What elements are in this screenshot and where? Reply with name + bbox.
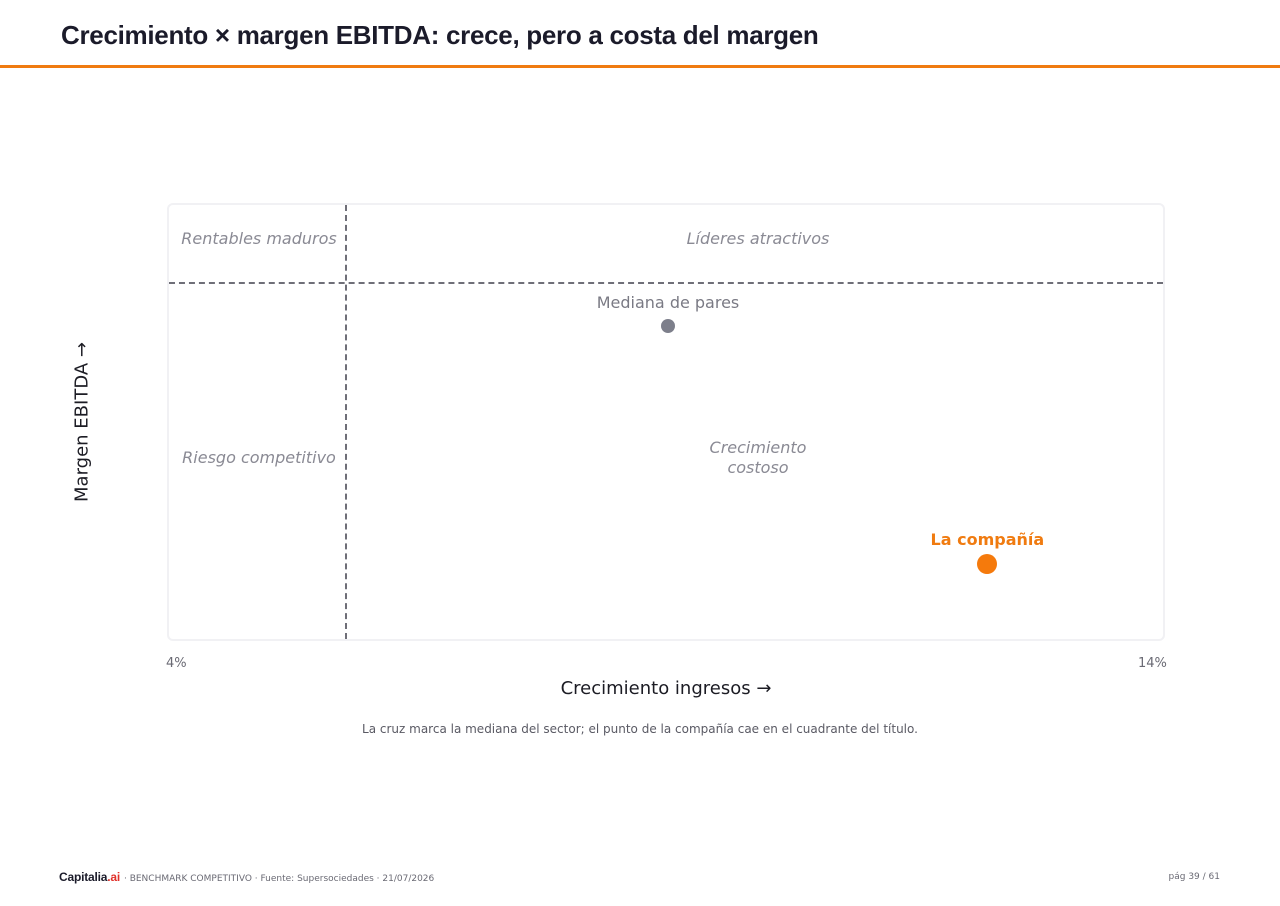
quadrant-label-bottom-left: Riesgo competitivo xyxy=(182,448,336,467)
y-axis-label: Margen EBITDA → xyxy=(71,342,93,502)
footer-meta: · BENCHMARK COMPETITIVO · Fuente: Supers… xyxy=(123,874,435,884)
point-label-company: La compañía xyxy=(930,530,1045,549)
vertical-median-line xyxy=(345,205,347,639)
horizontal-median-line xyxy=(169,282,1163,284)
quadrant-label-bottom-right: Crecimiento costoso xyxy=(709,438,807,477)
point-label-peer-median: Mediana de pares xyxy=(596,293,740,312)
quadrant-label-top-right: Líderes atractivos xyxy=(686,229,830,248)
brand-name: Capitalia xyxy=(59,870,108,884)
data-point-company xyxy=(977,554,998,574)
chart-caption: La cruz marca la mediana del sector; el … xyxy=(362,722,918,736)
page-number: pág 39 / 61 xyxy=(1168,872,1220,882)
scatter-plot-area: Rentables maduros Líderes atractivos Rie… xyxy=(167,203,1165,641)
brand-suffix: .ai xyxy=(107,870,120,884)
footer: Capitalia.ai · BENCHMARK COMPETITIVO · Fu… xyxy=(59,870,434,884)
x-tick-label-max: 14% xyxy=(1138,656,1167,671)
brand-logo: Capitalia.ai xyxy=(59,870,120,884)
data-point-peer-median xyxy=(661,319,675,333)
quadrant-label-top-left: Rentables maduros xyxy=(181,229,337,248)
x-tick-label-min: 4% xyxy=(166,656,187,671)
title-divider xyxy=(0,65,1280,68)
x-axis-label: Crecimiento ingresos → xyxy=(560,678,772,699)
page-title: Crecimiento × margen EBITDA: crece, pero… xyxy=(61,20,819,50)
